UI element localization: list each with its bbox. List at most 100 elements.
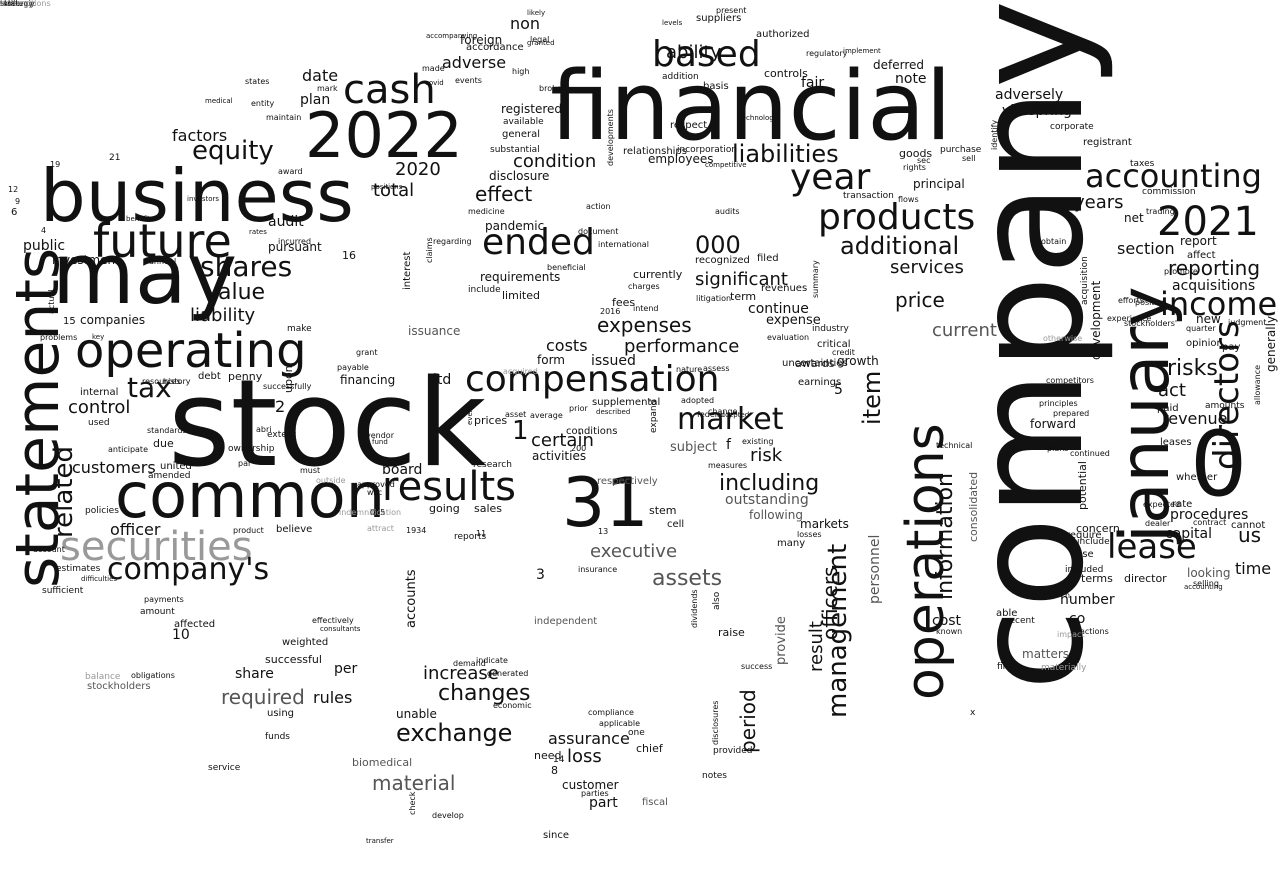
cloud-word: commission — [1142, 187, 1196, 197]
cloud-word: fees — [612, 296, 636, 309]
cloud-word: recent — [1006, 616, 1035, 626]
cloud-word: fair — [801, 75, 825, 91]
cloud-word: adversely — [995, 87, 1064, 103]
cloud-word: position — [1135, 298, 1167, 307]
cloud-word: funds — [265, 732, 290, 742]
cloud-word: experience — [1107, 314, 1152, 323]
cloud-word: year — [790, 157, 871, 198]
cloud-word: executive — [590, 541, 678, 562]
cloud-word: positions — [371, 183, 403, 191]
cloud-word: suppliers — [696, 13, 742, 24]
cloud-word: assurance — [548, 729, 630, 748]
cloud-word: check — [408, 791, 417, 815]
cloud-word: impact — [1057, 630, 1085, 639]
cloud-word: united — [160, 461, 192, 472]
cloud-word: known — [936, 627, 963, 636]
cloud-word: section — [1117, 239, 1175, 258]
cloud-word: internal — [80, 387, 119, 398]
cloud-word: personnel — [867, 534, 883, 604]
cloud-word: purchase — [940, 145, 982, 155]
cloud-word: acquired — [503, 367, 538, 376]
cloud-word: 11 — [476, 529, 487, 538]
cloud-word: provide — [774, 616, 789, 665]
cloud-word: materially — [1041, 663, 1087, 673]
cloud-word: effectively — [312, 616, 354, 625]
cloud-word: affected — [174, 619, 216, 630]
cloud-word: event — [466, 405, 474, 425]
cloud-word: one — [628, 728, 645, 738]
cloud-word: increase — [423, 663, 499, 684]
cloud-word: compliance — [588, 708, 634, 717]
cloud-word: indemnification — [339, 508, 402, 517]
cloud-word: pay — [1222, 342, 1241, 353]
cloud-word: liabilities — [732, 140, 839, 168]
cloud-word: regarding — [433, 237, 472, 246]
cloud-word: 2016 — [600, 307, 621, 316]
cloud-word: payable — [337, 363, 369, 372]
cloud-word: 000 — [695, 231, 741, 259]
cloud-word: officer — [110, 520, 161, 539]
cloud-word: charges — [628, 282, 660, 291]
cloud-word: federal — [697, 410, 726, 419]
cloud-word: international — [598, 240, 649, 249]
cloud-word: 6 — [11, 207, 18, 218]
cloud-word: unable — [396, 707, 437, 721]
cloud-word: maintain — [266, 113, 302, 122]
cloud-word: amended — [148, 471, 191, 481]
cloud-word: term — [730, 290, 757, 303]
cloud-word: following — [749, 508, 803, 522]
cloud-word: indicate — [476, 656, 508, 665]
cloud-word: liability — [190, 305, 256, 326]
cloud-word: per — [334, 661, 358, 677]
cloud-word: currently — [633, 268, 683, 281]
cloud-word: key — [92, 333, 105, 341]
cloud-word: granted — [527, 39, 555, 47]
cloud-word: independent — [534, 616, 598, 627]
cloud-word: approved — [357, 480, 395, 489]
cloud-word: costs — [546, 336, 588, 355]
cloud-word: sell — [962, 154, 976, 163]
cloud-word: continue — [748, 301, 809, 317]
cloud-word: changes — [438, 681, 531, 706]
cloud-word: companies — [80, 313, 146, 327]
cloud-word: common — [115, 459, 386, 532]
cloud-word: weighted — [282, 637, 329, 648]
cloud-word: otherwise — [1043, 334, 1083, 343]
cloud-word: revenue — [1162, 409, 1228, 428]
cloud-word: 15 — [63, 316, 76, 327]
cloud-word: judgment — [1228, 318, 1267, 327]
cloud-word: change — [708, 407, 738, 416]
cloud-word: outstanding — [725, 492, 809, 508]
cloud-word: believe — [276, 524, 313, 535]
cloud-word: based — [652, 34, 761, 75]
cloud-word: actions — [1080, 627, 1109, 636]
cloud-word: competitors — [1046, 376, 1094, 385]
cloud-word: benefit — [126, 215, 151, 223]
cloud-word: covid — [425, 79, 444, 87]
cloud-word: 2022 — [305, 99, 463, 172]
cloud-word: years — [1074, 192, 1124, 213]
cloud-word: investors — [187, 195, 220, 203]
cloud-word: reporting — [1168, 256, 1261, 280]
cloud-word: growth — [837, 354, 879, 368]
cloud-word: current — [932, 320, 997, 341]
cloud-word: financing — [340, 373, 396, 387]
cloud-word: 2020 — [395, 159, 441, 180]
cloud-word: must — [300, 466, 321, 475]
cloud-word: estimates — [56, 564, 101, 574]
cloud-word: condition — [513, 151, 597, 172]
cloud-word: legal — [530, 35, 550, 44]
cloud-word: affect — [1187, 250, 1216, 261]
cloud-word: x — [970, 708, 976, 718]
cloud-word: vendor — [366, 431, 394, 440]
cloud-word: applicable — [599, 719, 641, 728]
cloud-word: 1 — [512, 416, 529, 446]
cloud-word: consultants — [320, 625, 361, 633]
cloud-word: technology — [739, 114, 778, 122]
cloud-word: able — [996, 608, 1018, 619]
cloud-word: stem — [649, 504, 677, 517]
cloud-word: authorized — [756, 29, 810, 40]
cloud-word: success — [741, 662, 773, 671]
cloud-word: transaction — [843, 191, 894, 201]
cloud-word: matters — [1022, 647, 1070, 661]
